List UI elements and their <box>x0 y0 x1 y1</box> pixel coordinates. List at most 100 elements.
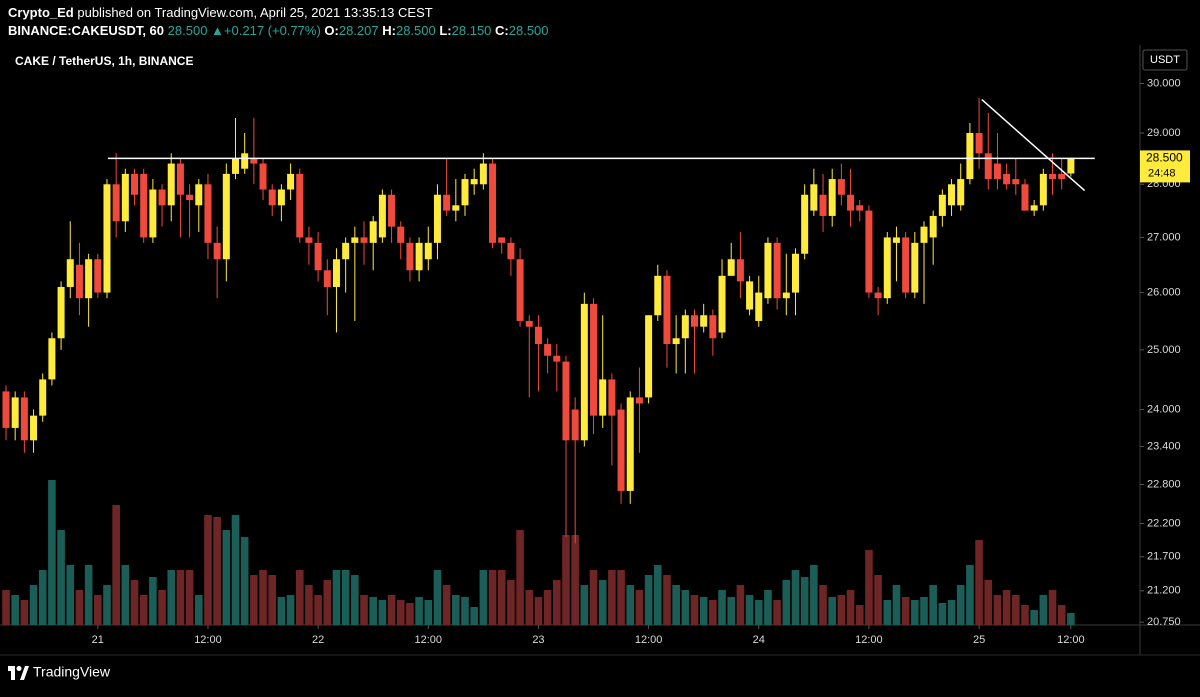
h-label: H: <box>382 23 396 38</box>
header-line: Crypto_Ed published on TradingView.com, … <box>8 5 433 20</box>
volume-bar <box>442 585 451 625</box>
price-tag-label: 28.500 <box>1146 151 1183 165</box>
candle-body <box>204 184 212 243</box>
volume-bar <box>48 480 56 625</box>
volume-bar <box>791 570 800 625</box>
volume-bar <box>626 585 635 625</box>
volume-bar <box>1021 605 1029 625</box>
candle-body <box>121 173 129 222</box>
x-tick-label: 12:00 <box>415 634 443 646</box>
candle-body <box>158 189 166 206</box>
volume-bar <box>103 585 111 625</box>
candle-body <box>911 242 919 293</box>
volume-bar <box>222 530 231 625</box>
volume-bar <box>773 600 781 625</box>
candle-body <box>342 242 350 260</box>
x-tick-label: 22 <box>312 634 324 646</box>
candle-body <box>195 184 203 206</box>
volume-bar <box>2 590 10 625</box>
candle-body <box>727 259 735 276</box>
o-label: O: <box>324 23 338 38</box>
candle-body <box>305 237 313 243</box>
volume-bar <box>314 595 322 625</box>
candle-body <box>11 397 19 428</box>
volume-bar <box>1057 605 1066 625</box>
volume-bar <box>699 597 708 625</box>
volume-bar <box>332 570 341 625</box>
volume-bar <box>553 580 561 625</box>
volume-bar <box>84 565 93 625</box>
volume-bar <box>461 597 469 625</box>
volume-bar <box>29 585 38 625</box>
candle-body <box>984 153 992 180</box>
y-tick-label: 22.800 <box>1147 478 1181 490</box>
candle-body <box>525 320 533 327</box>
o-value: 28.207 <box>339 23 379 38</box>
candle-body <box>553 355 561 362</box>
volume-bar <box>883 600 892 625</box>
symbol-line: BINANCE:CAKEUSDT, 60 28.500 ▲+0.217 (+0.… <box>8 23 549 38</box>
candle-body <box>801 194 809 254</box>
candle-body <box>149 189 157 238</box>
trend-line <box>981 99 1086 192</box>
candle-body <box>1003 173 1011 185</box>
candle-body <box>580 303 588 441</box>
volume-bar <box>415 597 423 625</box>
candle-body <box>608 379 616 416</box>
volume-bar <box>543 590 552 625</box>
candle-body <box>415 242 423 271</box>
x-tick-label: 12:00 <box>194 634 222 646</box>
candle-body <box>39 379 47 416</box>
volume-bar <box>580 585 589 625</box>
candle-body <box>883 237 891 299</box>
y-tick-label: 25.000 <box>1147 344 1181 356</box>
volume-bar <box>470 607 478 625</box>
candle-body <box>746 281 754 310</box>
volume-bar <box>396 600 405 625</box>
candle-body <box>828 179 836 216</box>
candle-body <box>48 338 56 380</box>
volume-bar <box>901 597 910 625</box>
volume-bar <box>286 595 295 625</box>
y-tick-label: 24.000 <box>1147 403 1181 415</box>
footer-brand: TradingView <box>33 664 111 680</box>
volume-bar <box>874 575 882 625</box>
x-tick-label: 24 <box>753 634 765 646</box>
volume-bar <box>38 570 47 625</box>
volume-bar <box>488 570 497 625</box>
volume-bar <box>341 570 350 625</box>
candle-body <box>626 397 634 491</box>
y-tick-label: 20.750 <box>1147 616 1181 628</box>
volume-bar <box>635 590 644 625</box>
candle-body <box>782 292 790 299</box>
volume-bar <box>975 540 983 625</box>
candle-body <box>516 259 524 321</box>
c-label: C: <box>495 23 509 38</box>
volume-bar <box>1012 595 1020 625</box>
volume-bar <box>75 590 84 625</box>
axis-unit-box <box>1142 49 1188 71</box>
candle-body <box>250 158 258 164</box>
candle-body <box>571 409 579 441</box>
volume-bar <box>810 565 818 625</box>
candle-body <box>590 303 598 416</box>
volume-bar <box>672 585 680 625</box>
volume-bar <box>653 565 662 625</box>
candle-body <box>645 315 653 398</box>
candle-body <box>507 242 515 260</box>
volume-bar <box>507 580 515 625</box>
volume-bar <box>167 570 176 625</box>
candle-body <box>856 205 864 211</box>
volume-bar <box>158 590 166 625</box>
candle-body <box>452 205 460 211</box>
candle-body <box>30 415 38 441</box>
candle-body <box>929 215 937 238</box>
volume-bar <box>149 577 157 625</box>
candle-body <box>1049 173 1057 180</box>
candle-body <box>681 315 689 339</box>
candle-body <box>1039 173 1047 206</box>
volume-bar <box>1030 610 1038 625</box>
volume-bar <box>709 600 717 625</box>
volume-bar <box>920 597 928 625</box>
